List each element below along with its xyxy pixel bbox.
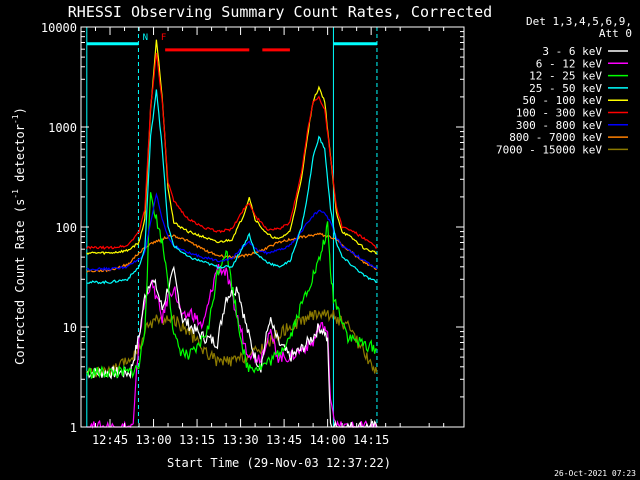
y-tick-label-4: 10000 bbox=[41, 21, 77, 35]
chart-title: RHESSI Observing Summary Count Rates, Co… bbox=[68, 3, 492, 21]
x-tick-label-0: 12:45 bbox=[92, 433, 128, 447]
y-tick-label-1: 10 bbox=[63, 321, 77, 335]
legend-label-8: 7000 - 15000 keV bbox=[496, 143, 602, 156]
series-lines bbox=[86, 39, 378, 429]
y-axis-label: Corrected Count Rate (s-1 detector-1) bbox=[11, 107, 27, 365]
y-axis-label-mid: detector bbox=[13, 124, 27, 189]
x-axis-ticks: 12:45 13:00 13:15 13:30 13:45 14:00 14:15 bbox=[92, 27, 445, 447]
legend-label-4: 50 - 100 keV bbox=[523, 94, 603, 107]
x-tick-label-1: 13:00 bbox=[135, 433, 171, 447]
series-line-2 bbox=[86, 192, 378, 380]
legend-label-3: 25 - 50 keV bbox=[529, 82, 602, 95]
y-tick-label-3: 1000 bbox=[48, 121, 77, 135]
series-line-0 bbox=[86, 265, 378, 428]
y-axis-ticks: 1 10 100 1000 10000 bbox=[41, 21, 464, 435]
x-tick-label-2: 13:15 bbox=[179, 433, 215, 447]
series-line-5 bbox=[86, 52, 378, 250]
y-axis-label-main: Corrected Count Rate (s bbox=[13, 199, 27, 365]
x-axis-label: Start Time (29-Nov-03 12:37:22) bbox=[167, 456, 391, 470]
state-bars bbox=[86, 42, 377, 52]
x-tick-label-5: 14:00 bbox=[310, 433, 346, 447]
y-axis-label-sup2: -1 bbox=[11, 114, 20, 124]
annotation-n: N bbox=[143, 33, 148, 43]
legend-label-6: 300 - 800 keV bbox=[516, 119, 602, 132]
timestamp: 26-Oct-2021 07:23 bbox=[554, 469, 636, 478]
x-tick-label-6: 14:15 bbox=[353, 433, 389, 447]
legend-label-1: 6 - 12 keV bbox=[536, 57, 603, 70]
legend-label-7: 800 - 7000 keV bbox=[509, 131, 602, 144]
legend-label-2: 12 - 25 keV bbox=[529, 70, 602, 83]
y-axis-label-text: Corrected Count Rate (s-1 detector-1) bbox=[11, 107, 27, 365]
y-tick-label-2: 100 bbox=[55, 221, 77, 235]
series-line-8 bbox=[86, 309, 378, 379]
series-line-3 bbox=[86, 89, 377, 285]
y-axis-label-end: ) bbox=[13, 107, 27, 114]
legend-header-line-0: Det 1,3,4,5,6,9, bbox=[526, 15, 632, 28]
x-tick-label-3: 13:30 bbox=[223, 433, 259, 447]
legend-label-0: 3 - 6 keV bbox=[542, 45, 602, 58]
legend-header-line-1: Att 0 bbox=[599, 27, 632, 40]
series-line-6 bbox=[86, 192, 378, 272]
legend-header: Det 1,3,4,5,6,9,Att 0 bbox=[526, 15, 632, 40]
annotation-f: F bbox=[161, 33, 166, 43]
x-tick-label-4: 13:45 bbox=[266, 433, 302, 447]
y-tick-label-0: 1 bbox=[70, 421, 77, 435]
legend-label-5: 100 - 300 keV bbox=[516, 107, 602, 120]
y-axis-label-sup1: -1 bbox=[11, 189, 20, 199]
